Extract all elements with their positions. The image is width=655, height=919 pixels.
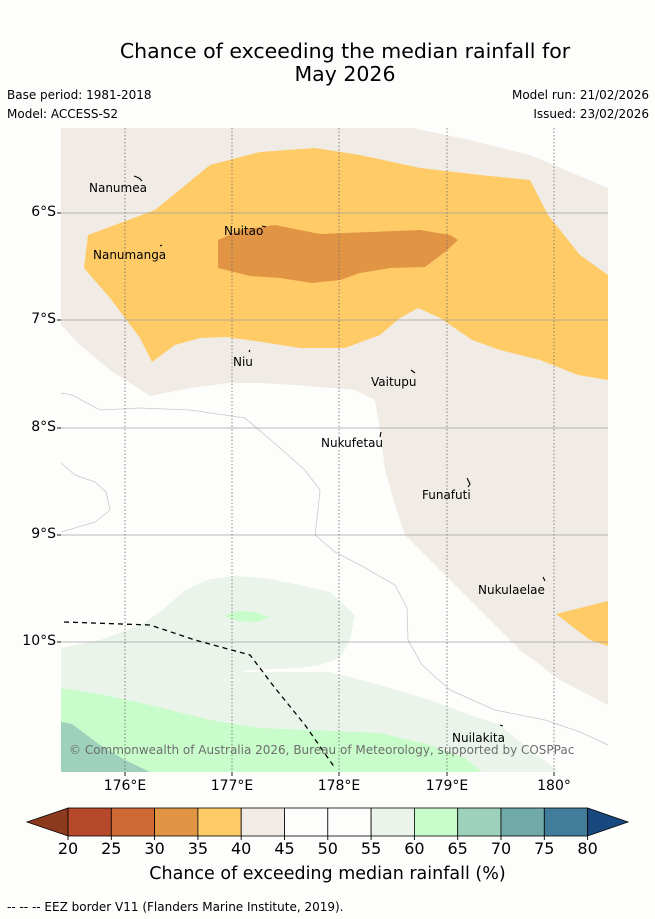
lat-label-9s: 9°S (31, 526, 56, 542)
colorbar-below-20 (25, 807, 69, 837)
colorbar-label: 25 (101, 839, 122, 858)
colorbar-70-75 (500, 807, 545, 837)
colorbar-label: 75 (534, 839, 555, 858)
longitude-gridlines (124, 128, 555, 772)
copyright-notice: © Commonwealth of Australia 2026, Bureau… (69, 743, 574, 757)
island-funafuti-shape (466, 477, 471, 488)
colorbar (25, 807, 630, 837)
colorbar-label: 20 (57, 839, 79, 858)
region-30-35 (218, 225, 458, 283)
lat-label-10s: 10°S (22, 633, 56, 649)
colorbar-65-70 (457, 807, 502, 837)
label-nanumea: Nanumea (89, 181, 147, 195)
colorbar-35-40 (197, 807, 242, 837)
island-nanumanga-shape (159, 244, 163, 247)
island-outlines (133, 175, 546, 727)
colorbar-25-30 (110, 807, 156, 837)
model-run: Model run: 21/02/2026 (511, 88, 649, 102)
colorbar-label: 30 (144, 839, 165, 858)
label-nuilakita: Nuilakita (452, 731, 505, 745)
lat-label-6s: 6°S (31, 204, 56, 220)
lon-label-179e: 179°E (425, 778, 469, 794)
title-line-2: May 2026 (294, 62, 396, 86)
map-area: Nanumea Nuitao Nanumanga Niu Vaitupu Nuk… (61, 128, 608, 772)
colorbar-30-35 (154, 807, 199, 837)
place-labels: Nanumea Nuitao Nanumanga Niu Vaitupu Nuk… (89, 181, 545, 745)
island-vaitupu-shape (410, 369, 416, 374)
model-name: Model: ACCESS-S2 (7, 107, 119, 121)
latitude-gridlines (61, 212, 608, 643)
label-nukufetau: Nukufetau (321, 436, 383, 450)
lon-label-178e: 178°E (317, 778, 361, 794)
issued-date: Issued: 23/02/2026 (533, 107, 649, 121)
colorbar-60-65 (413, 807, 459, 837)
island-nuitao-shape (261, 225, 267, 228)
island-nanumea-shape (133, 175, 143, 182)
base-period: Base period: 1981-2018 (7, 88, 152, 102)
colorbar-20-25 (67, 807, 112, 837)
label-funafuti: Funafuti (422, 488, 471, 502)
colorbar-45-50 (284, 807, 329, 837)
colorbar-50-55 (327, 807, 372, 837)
lon-label-180: 180° (537, 778, 571, 794)
island-niu-shape (248, 349, 251, 353)
region-35-40-east (556, 601, 608, 646)
label-nuitao: Nuitao (224, 224, 263, 238)
colorbar-55-60 (370, 807, 415, 837)
colorbar-label: 35 (187, 839, 209, 858)
label-nukulaelae: Nukulaelae (478, 583, 545, 597)
title-line-1: Chance of exceeding the median rainfall … (119, 39, 571, 63)
colorbar-label: 60 (404, 839, 425, 858)
region-60-65 (61, 688, 482, 772)
lat-label-8s: 8°S (31, 419, 56, 435)
label-vaitupu: Vaitupu (371, 375, 417, 389)
contour-lines (61, 392, 608, 746)
colorbar-75-80 (543, 807, 588, 837)
island-nukufetau-shape (379, 431, 382, 438)
island-nuilakita-shape (499, 724, 504, 727)
lon-label-176e: 176°E (103, 778, 147, 794)
colorbar-label: 45 (274, 839, 295, 858)
eez-border (63, 621, 336, 769)
lon-label-177e: 177°E (210, 778, 254, 794)
colorbar-40-45 (240, 807, 285, 837)
colorbar-ticks (67, 836, 589, 840)
eez-footnote: -- -- -- EEZ border V11 (Flanders Marine… (7, 900, 344, 914)
colorbar-label: 65 (447, 839, 468, 858)
axis-ticks (57, 212, 555, 776)
colorbar-above-80 (587, 807, 630, 837)
region-60-65-small (224, 611, 270, 622)
colorbar-title: Chance of exceeding median rainfall (%) (149, 864, 506, 884)
colorbar-label: 50 (317, 839, 338, 858)
colorbar-label: 55 (360, 839, 382, 858)
colorbar-label: 80 (577, 839, 598, 858)
chart-title: Chance of exceeding the median rainfall … (0, 40, 655, 86)
label-nanumanga: Nanumanga (93, 248, 166, 262)
colorbar-label: 70 (490, 839, 512, 858)
region-65-70 (61, 722, 150, 772)
island-nukulaelae-shape (542, 576, 546, 582)
label-niu: Niu (233, 355, 253, 369)
colorbar-label: 40 (231, 839, 252, 858)
lat-label-7s: 7°S (31, 311, 56, 327)
